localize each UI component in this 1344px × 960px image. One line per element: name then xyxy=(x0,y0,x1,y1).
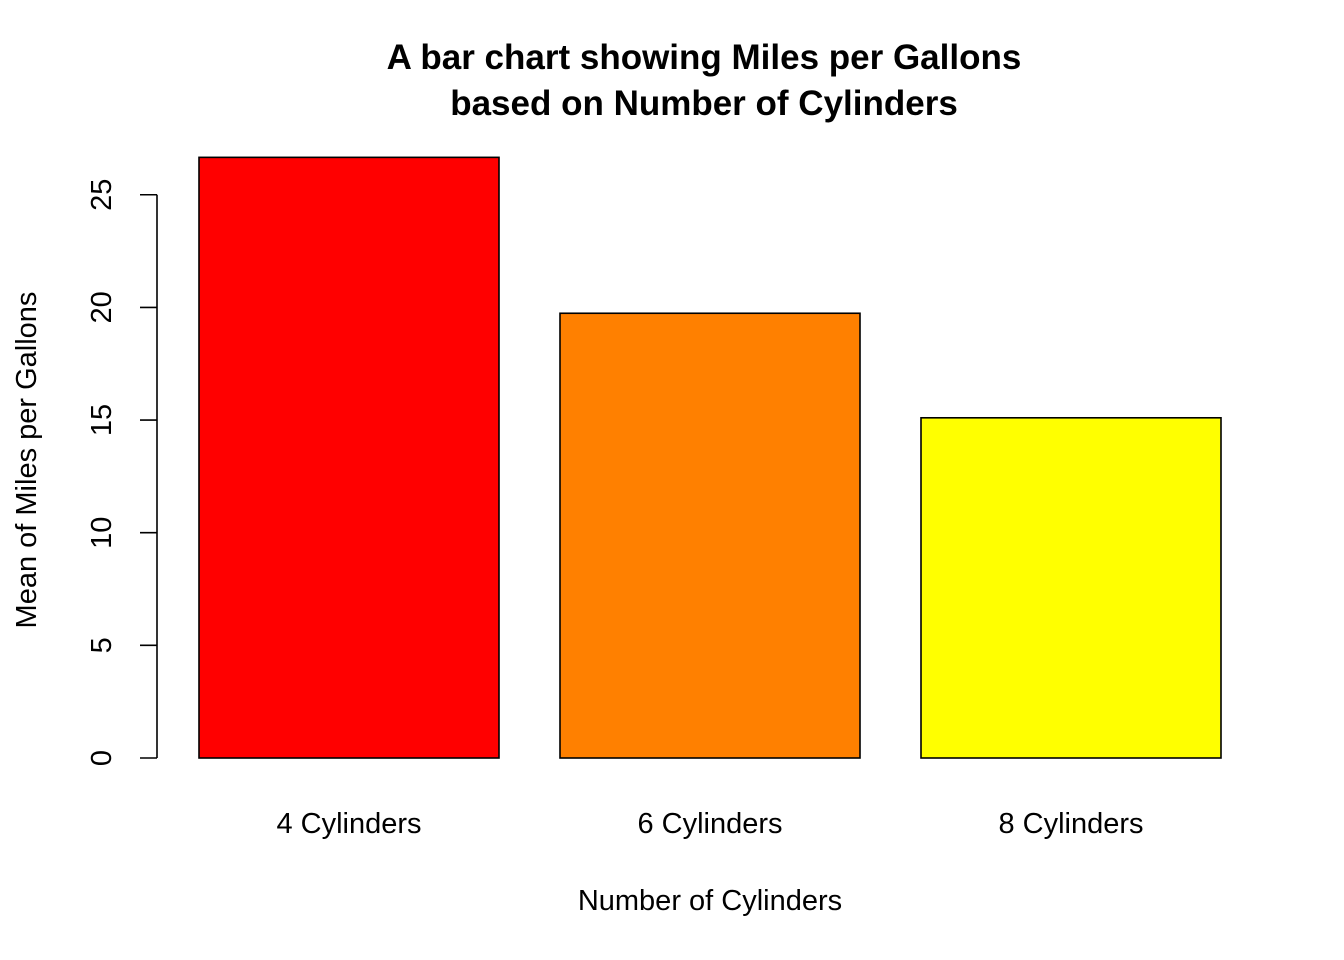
y-tick-label: 20 xyxy=(86,291,118,323)
bars xyxy=(198,156,1222,759)
x-tick-label: 6 Cylinders xyxy=(637,808,782,840)
x-tick-label: 4 Cylinders xyxy=(276,808,421,840)
y-axis-label: Mean of Miles per Gallons xyxy=(11,292,43,629)
chart-title-line-1: A bar chart showing Miles per Gallons xyxy=(386,38,1022,77)
bar-2 xyxy=(559,312,861,759)
y-tick-label: 25 xyxy=(86,179,118,211)
y-tick-label: 5 xyxy=(86,637,118,653)
x-tick-labels: 4 Cylinders 6 Cylinders 8 Cylinders xyxy=(276,808,1143,840)
y-tick-label: 15 xyxy=(86,404,118,436)
y-axis: 0 5 10 15 20 25 xyxy=(86,179,158,766)
y-tick-label: 10 xyxy=(86,517,118,549)
x-axis-label: Number of Cylinders xyxy=(578,885,842,917)
bar-1 xyxy=(198,156,500,759)
chart-title-line-2: based on Number of Cylinders xyxy=(450,84,958,123)
y-tick-label: 0 xyxy=(86,750,118,766)
x-tick-label: 8 Cylinders xyxy=(998,808,1143,840)
bar-3 xyxy=(920,416,1222,759)
